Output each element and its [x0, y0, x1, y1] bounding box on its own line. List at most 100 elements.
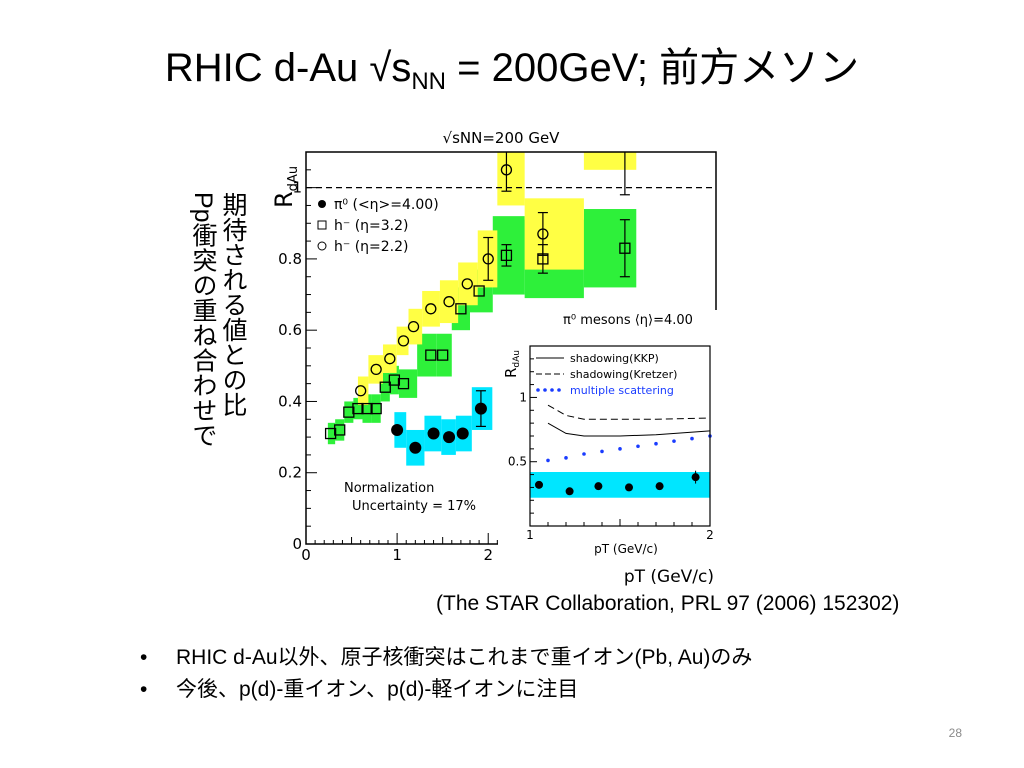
uncertainty-band: [371, 394, 381, 423]
plot-area: [306, 129, 716, 466]
title-subscript: NN: [411, 68, 446, 95]
data-point-h-eta32: [388, 374, 401, 386]
bullet-text-1: RHIC d-Au以外、原子核衝突はこれまで重イオン(Pb, Au)のみ: [176, 646, 753, 669]
data-point-h-eta22: [482, 253, 494, 265]
legend-label: h⁻ (η=3.2): [334, 218, 409, 234]
inset-title: π⁰ mesons ⟨η⟩=4.00: [563, 313, 693, 328]
x-tick-label: 0: [301, 546, 311, 564]
data-point-h-eta32: [379, 381, 391, 393]
inset-data-point: [565, 487, 574, 496]
data-point-h-eta22: [355, 385, 367, 397]
data-point-h-eta32: [455, 303, 467, 315]
y-axis-title-sub: dAu: [286, 166, 301, 191]
data-point-pi0: [443, 431, 456, 444]
chart-header: √sNN=200 GeV: [443, 129, 561, 147]
uncertainty-band: [353, 397, 363, 420]
citation: (The STAR Collaboration, PRL 97 (2006) 1…: [436, 592, 900, 615]
page-number: 28: [948, 726, 962, 740]
data-point-pi0: [427, 427, 440, 440]
inset-curve-multiple-scattering: [654, 441, 658, 446]
uncertainty-band: [436, 333, 452, 377]
bullet-marker: •: [140, 646, 148, 669]
inset-x-axis-title: pT (GeV/c): [594, 542, 658, 556]
title-main: RHIC d-Au √s: [164, 46, 412, 90]
uncertainty-band: [583, 152, 637, 170]
uncertainty-band: [389, 365, 399, 395]
data-point-pi0: [474, 402, 487, 415]
uncertainty-band: [368, 355, 383, 384]
inset-legend-marker: [536, 388, 540, 392]
vertical-label-line1: Pp衝突の重ね合わせで: [189, 192, 217, 448]
inset-data-point: [655, 482, 664, 491]
x-axis-title: pT (GeV/c): [624, 567, 714, 587]
inset-data-point: [535, 480, 543, 489]
inset-legend-label: shadowing(KKP): [570, 352, 659, 365]
inset-x-tick-label: 1: [526, 528, 534, 542]
y-tick-label: 0: [292, 535, 302, 553]
x-tick-label: 2: [483, 546, 493, 564]
inset-data-point: [625, 483, 633, 492]
uncertainty-band: [335, 419, 345, 441]
bullet-text-2: 今後、p(d)-重イオン、p(d)-軽イオンに注目: [176, 678, 579, 701]
data-point-h-eta32: [361, 402, 373, 415]
inset-legend-label: multiple scattering: [570, 384, 674, 397]
inset-curve-multiple-scattering: [690, 436, 694, 441]
inset-y-tick-label: 1: [519, 390, 527, 404]
uncertainty-band: [327, 422, 336, 445]
data-point-h-eta22: [620, 129, 630, 139]
legend-marker-h-eta22: [317, 241, 327, 251]
inset-legend-marker: [557, 388, 561, 392]
inset-curve-multiple-scattering: [636, 444, 640, 449]
data-point-h-eta32: [437, 349, 449, 361]
uncertainty-band: [439, 280, 459, 324]
title-rest: = 200GeV; 前方メソン: [446, 46, 860, 90]
x-tick-label: 1: [392, 546, 402, 564]
uncertainty-band: [492, 216, 525, 295]
y-axis-title: RdAu: [270, 166, 301, 208]
legend-marker-pi0: [318, 200, 326, 208]
data-point-h-eta22: [500, 164, 513, 176]
data-point-h-eta22: [537, 228, 549, 240]
data-point-h-eta32: [500, 249, 513, 261]
uncertainty-band: [344, 401, 354, 423]
data-point-h-eta22: [425, 303, 437, 315]
y-tick-label: 1: [292, 179, 302, 197]
data-point-h-eta22: [384, 353, 396, 365]
data-point-h-eta22: [443, 296, 455, 308]
inset-y-axis-title-sub: dAu: [512, 350, 522, 368]
inset-curve-multiple-scattering: [582, 452, 586, 456]
legend-marker-h-eta32: [317, 220, 327, 230]
data-point-pi0: [409, 441, 422, 454]
inset-legend-marker: [550, 388, 554, 392]
inset-legend-label: shadowing(Kretzer): [570, 368, 677, 381]
data-point-pi0: [456, 427, 469, 440]
bullet-item-2: • 今後、p(d)-重イオン、p(d)-軽イオンに注目: [140, 674, 752, 706]
uncertainty-band: [382, 344, 397, 373]
inset-curve-multiple-scattering: [600, 449, 604, 454]
inset-curve-kkp: [547, 422, 711, 437]
data-point-h-eta22: [370, 363, 382, 376]
y-tick-label: 0.8: [278, 250, 302, 268]
data-point-pi0: [391, 423, 404, 436]
inset-x-tick-label: 2: [706, 528, 714, 542]
inset-band: [530, 472, 710, 498]
y-tick-label: 0.4: [278, 392, 302, 410]
uncertainty-band: [396, 326, 409, 356]
vertical-label-line2: 期待される値との比: [219, 192, 247, 417]
legend-label: π⁰ (<η>=4.00): [334, 197, 439, 213]
uncertainty-band: [524, 198, 584, 270]
uncertainty-band: [583, 209, 637, 288]
inset-curve-multiple-scattering: [546, 458, 550, 463]
data-point-h-eta32: [397, 377, 410, 390]
uncertainty-band: [380, 372, 390, 402]
legend-label: h⁻ (η=2.2): [334, 239, 409, 255]
uncertainty-band: [458, 262, 478, 306]
inset-curve-multiple-scattering: [672, 439, 676, 443]
uncertainty-label: Uncertainty = 17%: [352, 499, 476, 514]
uncertainty-band: [362, 394, 372, 423]
data-point-h-eta32: [343, 406, 355, 418]
data-point-h-eta32: [619, 242, 631, 254]
inset-data-point: [594, 482, 603, 491]
data-point-h-eta32: [425, 349, 437, 361]
